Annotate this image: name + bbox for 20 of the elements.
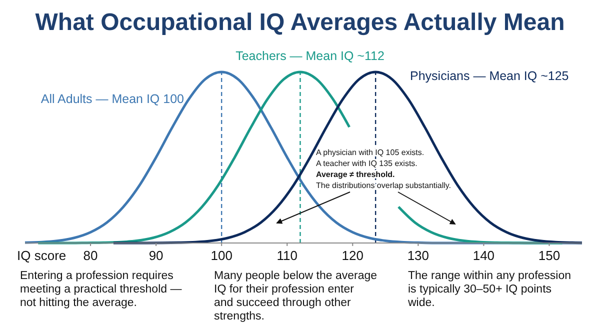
x-tick-label: 140 bbox=[472, 248, 495, 263]
x-axis-title: IQ score bbox=[17, 248, 66, 263]
text: The range within any profession is typically 30–50+ IQ points wide. bbox=[407, 270, 572, 309]
annotation: A physician with IQ 105 exists. bbox=[316, 148, 424, 157]
series-label: All Adults — Mean IQ 100 bbox=[40, 92, 184, 106]
x-tick-label: 150 bbox=[538, 248, 560, 263]
text: Entering a profession requires meeting a practical threshold — not hitting the average. bbox=[20, 270, 182, 309]
series-label: Physicians — Mean IQ ~125 bbox=[410, 69, 569, 83]
x-tick-label: 110 bbox=[276, 248, 298, 263]
series-label: Teachers — Mean IQ ~112 bbox=[236, 49, 384, 63]
text: Many people below the average IQ for their profession enter and succeed through other strengths. bbox=[214, 270, 378, 322]
x-tick-label: 100 bbox=[210, 248, 232, 263]
x-tick-label: 120 bbox=[342, 248, 364, 263]
x-tick-label: 90 bbox=[148, 248, 164, 263]
annotation: A teacher with IQ 135 exists. bbox=[316, 159, 418, 168]
x-tick-label: 80 bbox=[83, 248, 98, 263]
x-tick-label: 130 bbox=[407, 248, 430, 263]
annotation: Average ≠ threshold. bbox=[316, 170, 395, 179]
chart-title: What Occupational IQ Averages Actually Mean bbox=[35, 9, 565, 36]
annotation: The distributions overlap substantially. bbox=[316, 181, 452, 190]
